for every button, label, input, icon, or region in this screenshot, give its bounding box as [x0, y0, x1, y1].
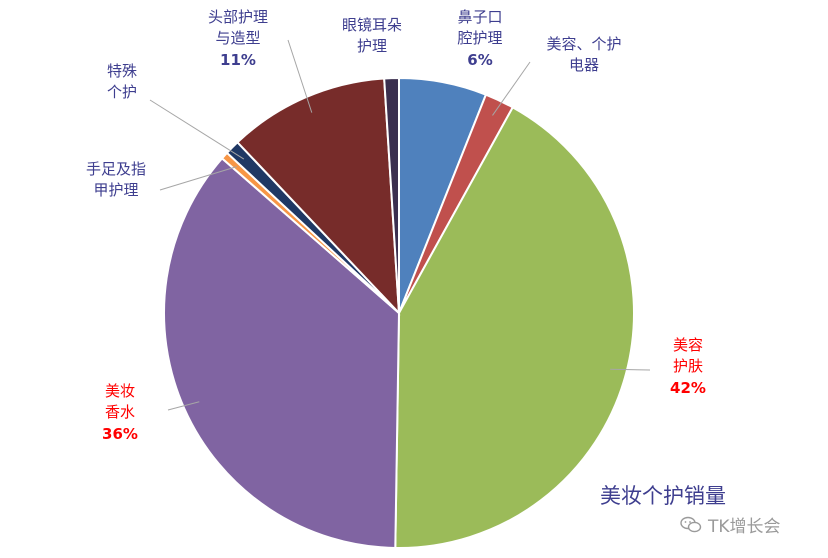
slice-value-label: 36% — [102, 425, 138, 443]
slice-label-4: 手足及指甲护理 — [86, 160, 146, 199]
slice-label-line: 手足及指 — [86, 160, 146, 178]
slice-label-7: 眼镜耳朵护理 — [342, 16, 402, 55]
slice-label-0: 鼻子口腔护理 6% — [457, 8, 502, 69]
slice-label-line: 与造型 — [215, 29, 260, 47]
pie-slice-7 — [383, 76, 400, 314]
slice-label-line: 甲护理 — [93, 181, 138, 199]
pie-slice-2 — [394, 105, 635, 549]
leader-line-6 — [287, 39, 313, 113]
slice-label-line: 个护 — [107, 83, 137, 101]
slice-label-line: 护肤 — [673, 357, 703, 375]
watermark-text: TK增长会 — [708, 517, 781, 537]
slice-label-line: 腔护理 — [457, 29, 502, 47]
slice-value-label: 6% — [467, 51, 492, 69]
slice-label-line: 美妆 — [105, 382, 135, 400]
leader-lines — [149, 39, 651, 411]
slice-label-line: 电器 — [569, 56, 599, 74]
leader-line-1 — [492, 61, 531, 116]
slice-label-6: 头部护理与造型 11% — [208, 8, 268, 69]
slice-value-label: 42% — [670, 379, 706, 397]
slice-label-line: 特殊 — [107, 62, 137, 80]
slice-label-line: 头部护理 — [208, 8, 268, 26]
watermark: TK增长会 — [680, 512, 781, 537]
slice-label-line: 护理 — [357, 37, 387, 55]
leader-line-2 — [610, 368, 651, 371]
slice-label-2: 美容护肤 42% — [670, 336, 706, 397]
leader-line-5 — [149, 99, 245, 160]
slice-label-1: 美容、个护电器 — [546, 35, 621, 74]
leader-line-3 — [167, 401, 200, 411]
leader-line-4 — [159, 166, 237, 191]
slice-label-line: 美容、个护 — [546, 35, 621, 53]
slice-label-line: 鼻子口 — [457, 8, 502, 26]
wechat-icon — [680, 516, 702, 532]
slice-label-3: 美妆香水 36% — [102, 382, 138, 443]
pie-slice-6 — [236, 77, 401, 316]
slice-value-label: 11% — [220, 51, 256, 69]
slice-label-line: 香水 — [105, 403, 135, 421]
slice-label-line: 美容 — [673, 336, 703, 354]
pie-slice-3 — [163, 156, 401, 549]
slice-label-5: 特殊个护 — [107, 62, 137, 101]
chart-title: 美妆个护销量 — [600, 484, 726, 508]
slice-label-line: 眼镜耳朵 — [342, 16, 402, 34]
pie-slices — [163, 76, 635, 549]
